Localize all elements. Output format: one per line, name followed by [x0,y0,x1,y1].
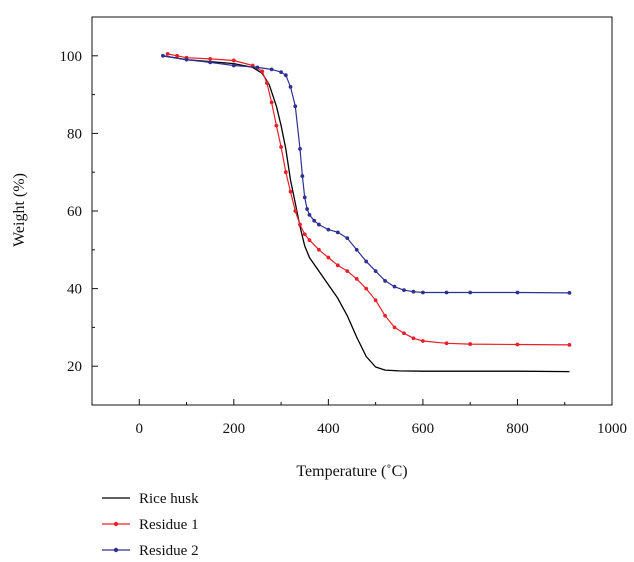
residue-1-point [231,58,236,63]
legend-label: Residue 2 [139,543,199,559]
residue-2-point [307,212,312,217]
residue-1-point [444,341,449,346]
residue-1-point [307,238,312,243]
residue-2-point [402,288,406,293]
x-tick-label: 0 [136,421,144,437]
y-axis-ticks: 20 40 60 80 100 [60,16,98,406]
y-axis-label: Weight (%) [11,173,28,247]
residue-2-point [326,227,331,232]
residue-2-point [283,73,288,78]
residue-2-point [298,147,302,151]
residue-1-point [345,269,350,274]
residue-1-point [373,298,378,303]
residue-1-point [302,232,307,237]
legend-item-residue-2: Residue 2 [102,543,199,559]
residue-2-point [293,104,298,109]
residue-2-point [255,65,260,70]
residue-1-point [326,255,331,260]
residue-2-point [317,222,321,227]
residue-1-point [288,189,293,194]
residue-1-point [515,342,520,347]
residue-2-point [345,236,350,241]
residue-2-point [208,60,213,65]
series-layer [161,51,572,373]
residue-2-line [162,55,570,294]
residue-1-point [265,81,269,85]
rice-husk-series [162,55,570,373]
legend-label: Residue 1 [139,517,199,533]
residue-1-point [567,342,572,347]
residue-1-point [411,336,416,341]
residue-1-point [383,313,387,318]
y-tick-label: 100 [60,49,83,65]
x-tick-label: 200 [223,421,246,437]
residue-2-point [444,290,449,295]
residue-2-point [312,218,317,223]
residue-1-point [421,339,425,343]
residue-2-series [161,53,572,295]
residue-1-point [293,209,298,213]
residue-1-point [298,222,302,227]
residue-1-point [274,123,279,128]
residue-2-point [411,289,416,294]
residue-2-point [421,290,425,295]
residue-2-point [335,230,340,235]
residue-1-point [283,170,288,175]
residue-1-series [165,51,572,347]
residue-1-point [317,247,321,252]
residue-1-point [468,342,473,346]
residue-2-point [373,269,378,274]
x-tick-label: 600 [412,421,435,437]
residue-1-point [260,69,265,74]
legend-marker [113,521,119,527]
residue-2-point [302,195,307,200]
x-tick-label: 1000 [597,421,627,437]
residue-2-point [392,284,397,289]
plot-frame [91,16,613,406]
residue-1-line [167,53,570,346]
residue-1-point [165,51,170,56]
y-tick-label: 40 [67,282,82,298]
legend: Rice husk Residue 1 Residue 2 [102,491,199,559]
residue-2-point [354,247,359,252]
residue-2-point [231,63,236,68]
plot-border [91,16,613,406]
x-tick-label: 800 [506,421,529,437]
residue-1-point [392,325,397,330]
residue-2-point [161,53,165,58]
residue-1-point [354,277,359,281]
x-axis-label: Temperature (˚C) [296,463,407,480]
residue-2-point [300,174,305,178]
residue-1-point [335,263,340,268]
x-tick-label: 400 [317,421,340,437]
x-axis-ticks: 0 200 400 600 800 1000 [91,399,627,437]
legend-label: Rice husk [139,491,199,507]
legend-item-residue-1: Residue 1 [102,517,199,533]
residue-2-point [515,290,520,295]
y-tick-label: 60 [67,204,82,220]
legend-marker [113,547,119,553]
residue-1-point [364,286,369,291]
residue-1-point [269,100,274,105]
residue-2-point [305,207,309,211]
residue-1-point [402,331,406,336]
residue-2-point [383,278,387,283]
rice-husk-line [162,55,570,373]
residue-1-point [279,145,283,149]
y-tick-label: 80 [67,126,82,142]
residue-2-point [269,67,274,72]
residue-2-point [288,84,293,89]
residue-1-point [175,53,179,58]
residue-2-point [364,259,369,264]
residue-2-point [567,290,572,295]
y-tick-label: 20 [67,359,82,375]
residue-1-point [208,57,213,61]
residue-2-point [468,290,473,295]
legend-item-rice-husk: Rice husk [102,491,199,507]
residue-2-point [184,57,189,62]
residue-2-point [279,70,283,74]
